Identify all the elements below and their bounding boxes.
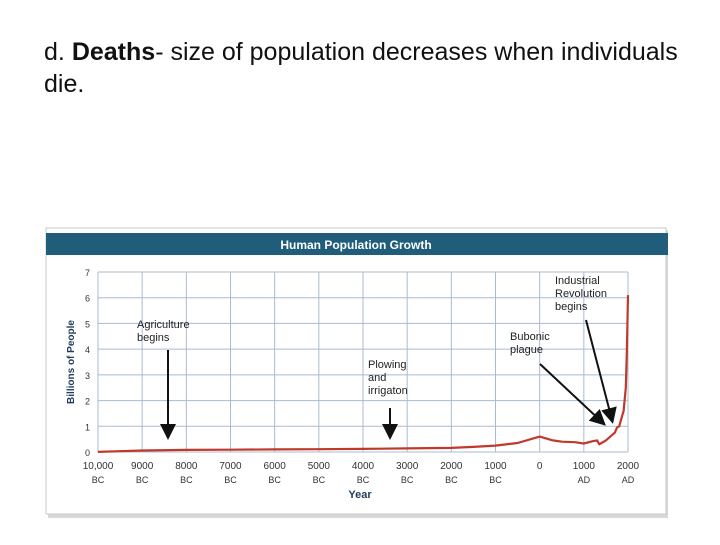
x-tick-era-label: BC bbox=[401, 475, 414, 485]
annotation-label: Revolution bbox=[555, 288, 607, 300]
chart-header-bar bbox=[46, 233, 668, 255]
x-tick-label: 2000 bbox=[617, 461, 640, 472]
chart-title: Human Population Growth bbox=[280, 238, 431, 252]
x-tick-label: 4000 bbox=[352, 461, 375, 472]
annotation-label: begins bbox=[555, 301, 588, 313]
term-deaths: Deaths bbox=[71, 38, 156, 66]
annotations: AgriculturebeginsPlowingandirrigatonBubo… bbox=[137, 275, 617, 440]
annotation-label: Plowing bbox=[368, 359, 407, 371]
annotation-label: Bubonic bbox=[510, 331, 550, 343]
annotation-label: plague bbox=[510, 344, 543, 356]
x-tick-era-label: AD bbox=[578, 475, 591, 485]
x-tick-era-label: BC bbox=[489, 475, 502, 485]
x-tick-era-label: BC bbox=[445, 475, 458, 485]
annotation-label: begins bbox=[137, 332, 170, 344]
x-tick-label: 9000 bbox=[131, 461, 154, 472]
annotation-label: irrigaton bbox=[368, 385, 408, 397]
series-layer bbox=[97, 295, 630, 453]
annotation-label: and bbox=[368, 372, 386, 384]
y-tick-label: 7 bbox=[85, 268, 90, 278]
annotation-label: Industrial bbox=[555, 275, 600, 287]
x-tick-label: 7000 bbox=[219, 461, 242, 472]
x-tick-label: 2000 bbox=[440, 461, 463, 472]
x-tick-label: 1000 bbox=[484, 461, 507, 472]
definition-text: - size of population decreases when indi… bbox=[44, 38, 678, 98]
y-tick-label: 0 bbox=[85, 448, 90, 458]
y-tick-label: 1 bbox=[85, 422, 90, 432]
x-tick-label: 6000 bbox=[264, 461, 287, 472]
y-tick-label: 5 bbox=[85, 319, 90, 329]
x-tick-era-label: BC bbox=[180, 475, 193, 485]
x-tick-label: 1000 bbox=[573, 461, 596, 472]
x-tick-era-label: BC bbox=[224, 475, 237, 485]
bullet-label: d. bbox=[44, 38, 65, 66]
x-tick-era-label: BC bbox=[313, 475, 326, 485]
x-tick-era-label: BC bbox=[136, 475, 149, 485]
slide-text: d. Deaths- size of population decreases … bbox=[44, 36, 684, 100]
x-tick-label: 0 bbox=[537, 461, 543, 472]
x-tick-era-label: AD bbox=[622, 475, 635, 485]
grid-lines bbox=[97, 271, 629, 453]
y-tick-label: 6 bbox=[85, 294, 90, 304]
x-tick-era-label: BC bbox=[92, 475, 105, 485]
x-axis-label: Year bbox=[348, 489, 372, 501]
x-tick-label: 8000 bbox=[175, 461, 198, 472]
y-tick-label: 4 bbox=[85, 345, 90, 355]
annotation-label: Agriculture bbox=[137, 319, 190, 331]
x-tick-era-label: BC bbox=[268, 475, 281, 485]
x-tick-era-label: BC bbox=[357, 475, 370, 485]
y-tick-label: 2 bbox=[85, 397, 90, 407]
x-tick-label: 10,000 bbox=[83, 461, 114, 472]
annotation-arrow bbox=[585, 319, 617, 424]
x-tick-label: 5000 bbox=[308, 461, 331, 472]
population-line bbox=[97, 295, 630, 453]
y-axis-label: Billions of People bbox=[66, 320, 77, 404]
x-tick-label: 3000 bbox=[396, 461, 419, 472]
y-tick-label: 3 bbox=[85, 371, 90, 381]
annotation-arrow bbox=[539, 363, 606, 426]
axis-ticks: 0 1 2 3 4 5 6 7 10,000 BC 9000 BC 8000 BC 7000 BC 6000 BC… bbox=[83, 268, 640, 485]
